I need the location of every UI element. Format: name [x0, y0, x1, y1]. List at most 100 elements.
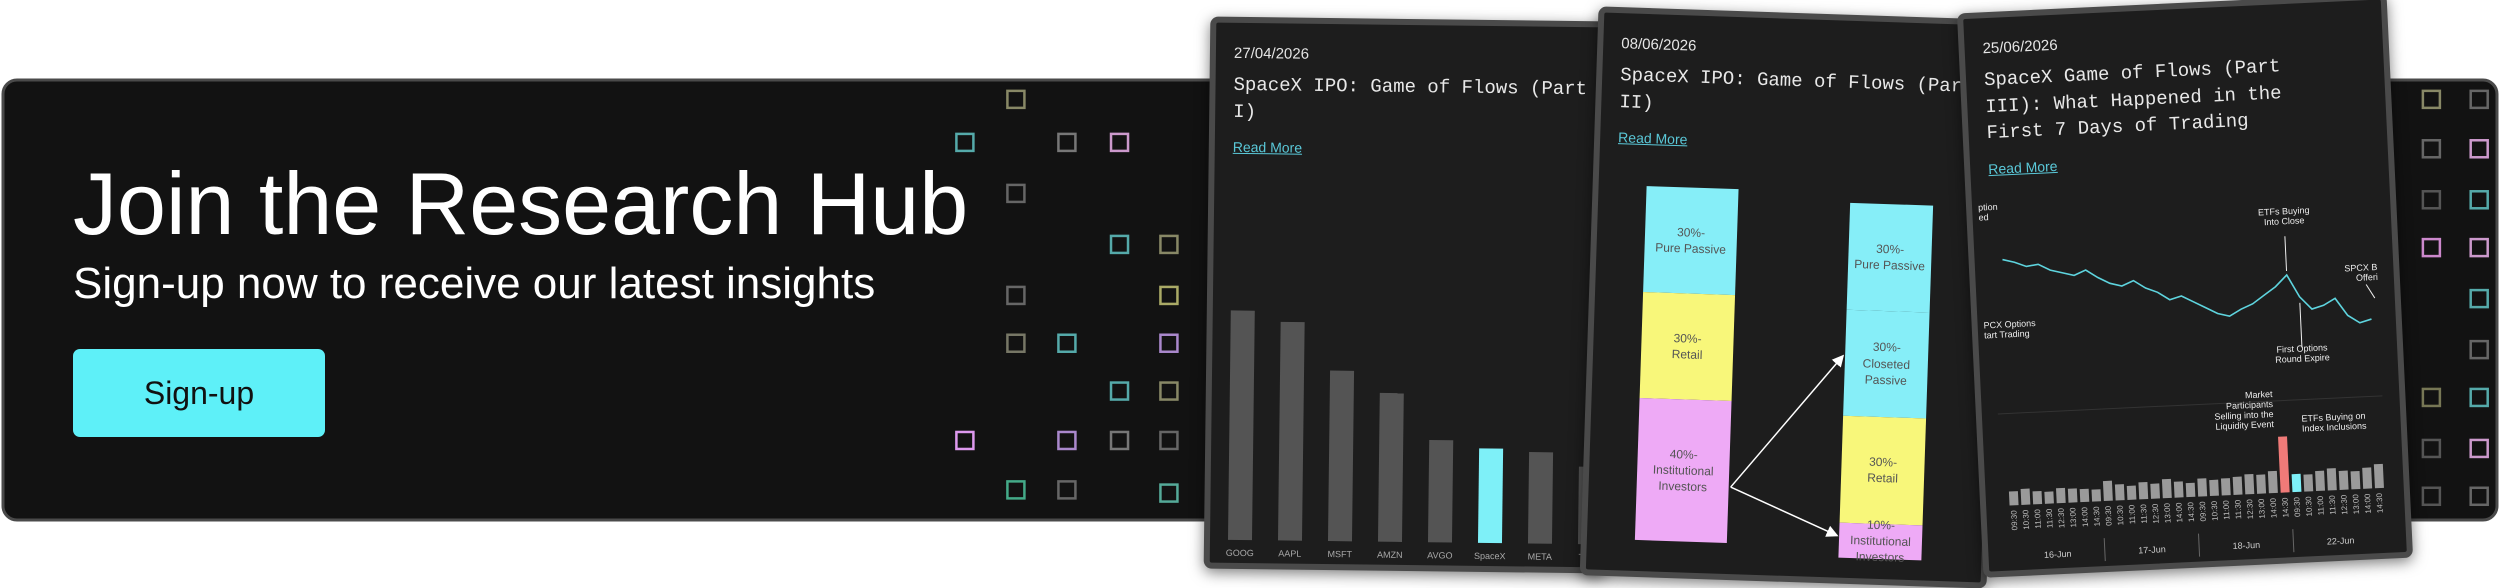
x-tick-label: 11:00: [2033, 508, 2043, 528]
volume-bar: [2020, 488, 2031, 505]
volume-bar: [2220, 478, 2231, 496]
x-tick-label: 09:30: [2009, 510, 2019, 531]
annotation: Market: [2245, 389, 2273, 400]
bar: [1227, 310, 1255, 541]
bar: [1377, 392, 1404, 542]
annotation: Offeri: [2356, 272, 2378, 283]
annotation: ETFs Buying on: [2301, 411, 2365, 424]
x-tick-label: 11:00: [2222, 500, 2232, 520]
deco-square: [2421, 387, 2442, 408]
deco-square: [2421, 89, 2442, 110]
deco-square: [1057, 430, 1077, 451]
deco-square: [1159, 483, 1179, 503]
volume-bar: [2138, 481, 2149, 500]
volume-bar: [2256, 474, 2267, 494]
volume-bar: [2326, 468, 2337, 491]
volume-bar: [2008, 491, 2019, 506]
banner-title: Join the Research Hub: [73, 154, 969, 253]
x-tick-label: MSFT: [1328, 549, 1353, 559]
deco-square: [1159, 285, 1179, 306]
bar: [1477, 448, 1504, 544]
line-bar-chart: 09:30 10:30 11:00 11:30 12:30 13:00 14:00 14:30…: [1978, 202, 2385, 562]
x-tick-label: 11:30: [2139, 503, 2149, 523]
volume-bar: [2197, 478, 2208, 497]
group-divider: [2103, 538, 2106, 562]
deco-square: [1006, 183, 1026, 204]
volume-bar: [2362, 467, 2373, 489]
deco-square: [2421, 237, 2442, 258]
arrows: [1730, 354, 1845, 537]
deco-square: [2469, 438, 2489, 459]
deco-square: [1006, 480, 1026, 500]
x-tick-label: META: [1528, 551, 1552, 561]
annotation: First Options: [2276, 342, 2328, 354]
x-tick-label: 14:30: [2375, 492, 2385, 513]
card-title: SpaceX Game of Flows (Part III): What Ha…: [1983, 55, 2283, 145]
x-tick-label: 13:00: [2257, 498, 2267, 519]
group-label: 17-Jun: [2138, 544, 2166, 555]
bar: [1277, 321, 1305, 541]
bar: [1427, 439, 1454, 543]
article-card: 27/04/2026 SpaceX IPO: Game of Flows (Par…: [1203, 16, 1614, 574]
deco-square: [1109, 132, 1130, 153]
deco-square: [1006, 285, 1026, 306]
x-tick-label: 11:30: [2045, 508, 2055, 528]
annotation: ption: [1978, 202, 1998, 213]
deco-square: [955, 132, 975, 153]
deco-square: [1109, 234, 1130, 255]
deco-square: [2469, 486, 2489, 507]
annotation: SPCX B: [2344, 262, 2377, 274]
x-tick-label: AVGO: [1427, 550, 1452, 560]
deco-square: [2421, 438, 2442, 459]
group-label: 22-Jun: [2327, 535, 2355, 546]
bar-chart: GOOGAAPLMSFTAMZNAVGOSpaceXMETATSLA: [1226, 310, 1603, 562]
x-tick-label: 10:30: [2304, 496, 2314, 517]
deco-square: [1057, 333, 1077, 353]
annotation: PCX Options: [1983, 318, 2036, 330]
x-tick-label: 14:00: [2269, 497, 2279, 518]
x-tick-label: 10:30: [2021, 509, 2031, 530]
deco-square: [1006, 89, 1026, 110]
x-tick-label: 12:30: [2151, 503, 2161, 524]
volume-bar: [2173, 481, 2184, 498]
x-tick-label: 12:30: [2245, 498, 2255, 519]
volume-bar: [2338, 470, 2349, 490]
read-more-link[interactable]: Read More: [1232, 139, 1303, 156]
deco-square: [2469, 237, 2489, 258]
deco-square: [2469, 387, 2489, 408]
article-card: 25/06/2026 SpaceX Game of Flows (Part III…: [1956, 0, 2414, 578]
annotation: Index Inclusions: [2302, 421, 2367, 434]
volume-bar: [2161, 478, 2172, 499]
volume-bar: [2079, 488, 2090, 503]
price-line: [2002, 258, 2372, 324]
x-tick-label: 14:00: [2363, 493, 2373, 514]
volume-bar: [2091, 489, 2102, 502]
deco-square: [1159, 381, 1179, 401]
x-tick-label: 13:00: [2163, 502, 2173, 523]
x-tick-label: 14:30: [2280, 497, 2290, 518]
read-more-link[interactable]: Read More: [1987, 157, 2058, 177]
volume-bar: [2209, 479, 2219, 497]
deco-square: [2421, 190, 2442, 210]
deco-square: [2469, 139, 2489, 159]
deco-square: [2469, 89, 2489, 110]
volume-bar: [2244, 473, 2255, 495]
group-label: 18-Jun: [2232, 540, 2260, 551]
signup-button[interactable]: Sign-up: [73, 349, 325, 437]
volume-bar: [2150, 483, 2161, 499]
x-tick-label: GOOG: [1226, 548, 1254, 558]
annotation: tart Trading: [1984, 328, 2030, 340]
annotation: Into Close: [2264, 215, 2305, 227]
deco-square: [1109, 381, 1130, 401]
x-tick-label: 11:00: [2316, 495, 2326, 515]
volume-bar: [2291, 473, 2302, 493]
deco-square: [1159, 333, 1179, 353]
annotation-arrow: [2284, 236, 2288, 272]
annotation: ed: [1978, 212, 1988, 222]
volume-bar: [2102, 480, 2113, 502]
volume-bar: [2044, 491, 2054, 504]
volume-bar: [2056, 487, 2066, 504]
x-tick-label: 13:00: [2351, 493, 2361, 514]
volume-bar: [2114, 484, 2125, 501]
